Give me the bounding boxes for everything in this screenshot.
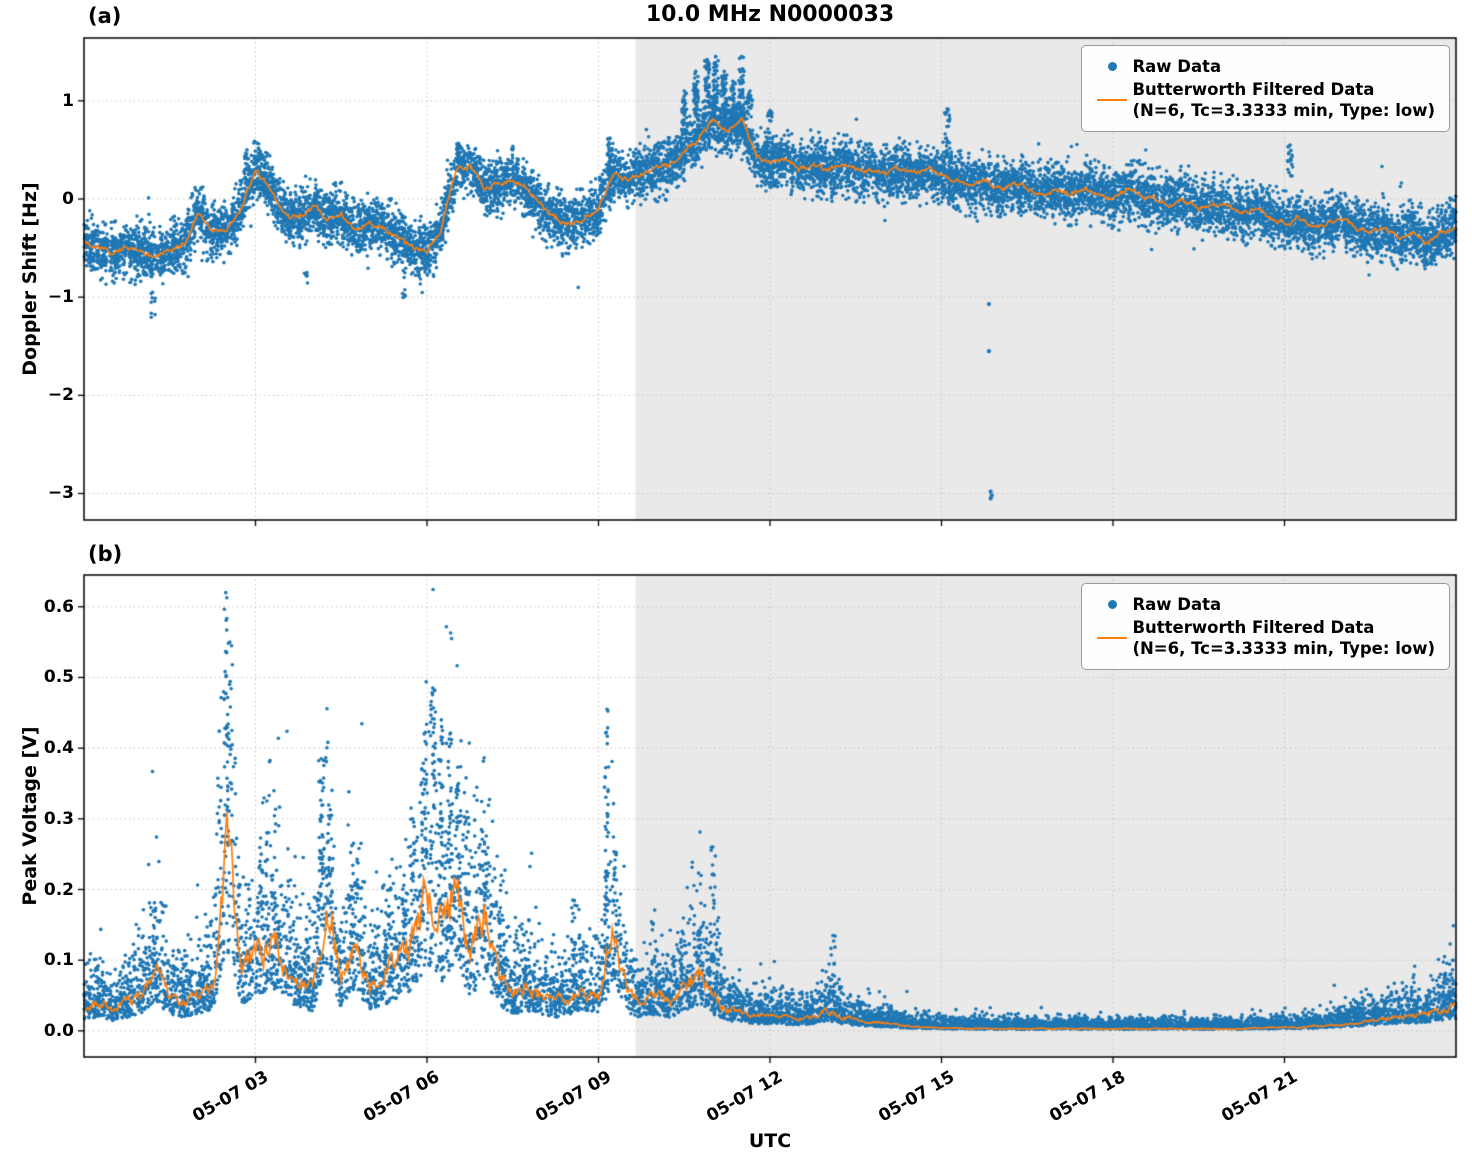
filtered-line-marker: [1097, 637, 1128, 639]
legend-panel-b: Raw Data Butterworth Filtered Data (N=6, …: [1081, 583, 1450, 670]
chart-title: 10.0 MHz N0000033: [645, 2, 895, 27]
y-tick-label: −3: [47, 483, 74, 504]
legend-raw-row: Raw Data: [1092, 56, 1435, 77]
y-tick-label: 0.4: [43, 738, 74, 759]
legend-raw-label: Raw Data: [1132, 595, 1222, 614]
y-tick-label: 0: [62, 188, 74, 209]
y-tick-label: 0.5: [43, 667, 74, 688]
filtered-line-marker: [1097, 99, 1128, 101]
panel-a-label: (a): [88, 4, 122, 28]
y-tick-label: 0.2: [43, 879, 74, 900]
legend-raw-row: Raw Data: [1092, 594, 1435, 615]
legend-raw-label: Raw Data: [1132, 57, 1222, 76]
legend-filtered-label-line1: Butterworth Filtered Data: [1132, 80, 1375, 99]
y-tick-label: 0.6: [43, 596, 74, 617]
y-tick-label: 0.0: [43, 1020, 74, 1041]
panel-b-label: (b): [88, 542, 123, 566]
raw-data-dot-marker: [1107, 62, 1117, 71]
legend-filtered-label-line1: Butterworth Filtered Data: [1132, 618, 1375, 637]
raw-data-dot-marker: [1107, 600, 1117, 609]
legend-filtered-row: Butterworth Filtered Data (N=6, Tc=3.3333…: [1092, 79, 1435, 121]
y-tick-label: −2: [47, 385, 74, 406]
legend-panel-a: Raw Data Butterworth Filtered Data (N=6, …: [1081, 45, 1450, 132]
y-tick-label: −1: [47, 287, 74, 308]
x-axis-label: UTC: [748, 1130, 792, 1152]
legend-filtered-label-line2: (N=6, Tc=3.3333 min, Type: low): [1132, 101, 1435, 120]
legend-filtered-row: Butterworth Filtered Data (N=6, Tc=3.3333…: [1092, 617, 1435, 659]
y-axis-label-doppler: Doppler Shift [Hz]: [19, 182, 41, 376]
legend-filtered-label-line2: (N=6, Tc=3.3333 min, Type: low): [1132, 639, 1435, 658]
y-tick-label: 0.1: [43, 950, 74, 971]
y-tick-label: 1: [62, 90, 74, 111]
y-tick-label: 0.3: [43, 808, 74, 829]
